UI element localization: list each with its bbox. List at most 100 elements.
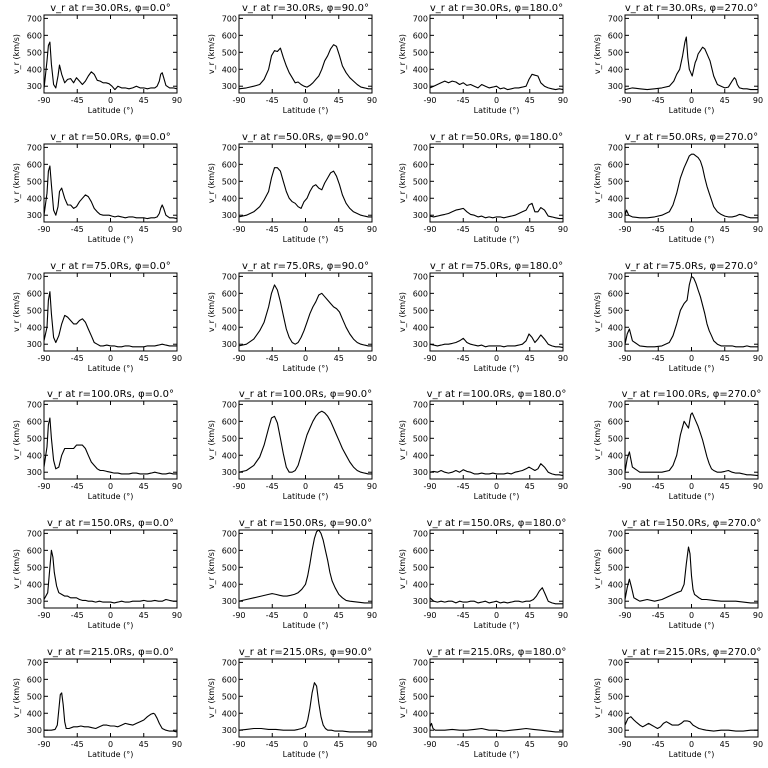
y-axis-label: v_r (km/s)	[398, 163, 407, 203]
x-tick-label: 0	[108, 482, 113, 491]
y-tick-label: 400	[413, 323, 428, 332]
y-tick-label: 300	[413, 468, 428, 477]
x-tick-label: 0	[108, 354, 113, 363]
x-tick-label: 0	[494, 354, 499, 363]
y-tick-label: 400	[222, 709, 237, 718]
y-tick-label: 700	[27, 529, 42, 538]
x-axis-label: Latitude (°)	[88, 235, 134, 244]
y-tick-label: 400	[222, 451, 237, 460]
x-tick-label: -90	[37, 354, 50, 363]
y-tick-label: 700	[27, 272, 42, 281]
y-tick-label: 500	[608, 177, 623, 186]
y-tick-label: 300	[608, 82, 623, 91]
plot-frame	[43, 658, 178, 738]
x-tick-label: -90	[232, 740, 245, 749]
y-tick-label: 500	[413, 434, 428, 443]
series-line	[429, 722, 563, 733]
plot-frame	[429, 143, 564, 223]
panel-5-2: v_r at r=215.0Rs, φ=180.0° 300 400 500 600 70…	[398, 647, 568, 759]
x-axis-label: Latitude (°)	[474, 750, 520, 759]
y-tick-label: 500	[222, 306, 237, 315]
x-tick-label: 90	[558, 96, 568, 105]
panel-title: v_r at r=100.0Rs, φ=180.0°	[427, 389, 567, 400]
x-tick-label: 0	[689, 354, 694, 363]
y-tick-label: 300	[27, 340, 42, 349]
x-tick-label: 0	[108, 611, 113, 620]
x-tick-label: 45	[720, 482, 730, 491]
y-axis-label: v_r (km/s)	[398, 292, 407, 332]
x-tick-label: 90	[172, 225, 182, 234]
x-tick-label: 90	[753, 482, 763, 491]
y-tick-label: 600	[608, 675, 623, 684]
panel-title: v_r at r=100.0Rs, φ=90.0°	[239, 389, 372, 400]
y-tick-label: 400	[27, 451, 42, 460]
series-line	[238, 529, 372, 604]
panel-0-1: v_r at r=30.0Rs, φ=90.0° 300 400 500 600 700 -…	[207, 3, 377, 115]
y-tick-label: 300	[413, 211, 428, 220]
y-tick-label: 300	[27, 211, 42, 220]
y-tick-label: 400	[608, 451, 623, 460]
series-line	[43, 41, 178, 91]
panel-title: v_r at r=215.0Rs, φ=270.0°	[622, 647, 762, 658]
x-tick-label: -90	[232, 482, 245, 491]
x-tick-label: 0	[689, 225, 694, 234]
y-tick-label: 500	[608, 434, 623, 443]
y-tick-label: 700	[413, 658, 428, 667]
x-axis-label: Latitude (°)	[474, 106, 520, 115]
y-tick-label: 600	[27, 160, 42, 169]
y-tick-label: 700	[222, 272, 237, 281]
y-tick-label: 600	[222, 417, 237, 426]
x-tick-label: 90	[367, 611, 377, 620]
x-tick-label: 45	[334, 354, 344, 363]
y-axis-label: v_r (km/s)	[207, 678, 216, 718]
x-tick-label: 45	[334, 96, 344, 105]
plot-frame	[624, 272, 759, 352]
series-line	[624, 546, 758, 604]
panel-title: v_r at r=215.0Rs, φ=0.0°	[47, 647, 174, 658]
x-tick-label: -90	[423, 354, 436, 363]
y-tick-label: 700	[27, 143, 42, 152]
x-tick-label: 45	[720, 740, 730, 749]
x-tick-label: 45	[720, 225, 730, 234]
x-tick-label: -90	[37, 96, 50, 105]
x-axis-label: Latitude (°)	[283, 750, 329, 759]
x-tick-label: 90	[753, 225, 763, 234]
panel-3-3: v_r at r=100.0Rs, φ=270.0° 300 400 500 600 70…	[593, 389, 763, 501]
panel-0-0: v_r at r=30.0Rs, φ=0.0° 300 400 500 600 700 -9…	[12, 3, 182, 115]
y-tick-label: 300	[222, 597, 237, 606]
x-axis-label: Latitude (°)	[88, 106, 134, 115]
y-tick-label: 600	[413, 160, 428, 169]
x-tick-label: 0	[303, 354, 308, 363]
series-line	[624, 412, 759, 477]
y-tick-label: 600	[222, 31, 237, 40]
y-tick-label: 600	[608, 417, 623, 426]
x-axis-label: Latitude (°)	[283, 106, 329, 115]
plot-frame	[429, 272, 564, 352]
panel-2-3: v_r at r=75.0Rs, φ=270.0° 300 400 500 600 700…	[593, 261, 763, 373]
x-axis-label: Latitude (°)	[283, 235, 329, 244]
y-tick-label: 500	[608, 306, 623, 315]
panel-5-0: v_r at r=215.0Rs, φ=0.0° 300 400 500 600 700 -…	[12, 647, 182, 759]
x-tick-label: 90	[753, 611, 763, 620]
series-line	[44, 692, 178, 733]
x-tick-label: 45	[139, 225, 149, 234]
y-tick-label: 600	[27, 546, 42, 555]
series-line	[429, 333, 564, 349]
x-tick-label: 45	[139, 482, 149, 491]
x-tick-label: 0	[494, 225, 499, 234]
panel-3-2: v_r at r=100.0Rs, φ=180.0° 300 400 500 600 70…	[398, 389, 568, 501]
x-tick-label: -90	[232, 225, 245, 234]
plot-frame	[624, 14, 759, 94]
x-axis-label: Latitude (°)	[669, 750, 715, 759]
y-tick-label: 500	[413, 48, 428, 57]
y-tick-label: 500	[222, 177, 237, 186]
panel-1-1: v_r at r=50.0Rs, φ=90.0° 300 400 500 600 700 -…	[207, 132, 377, 244]
x-axis-label: Latitude (°)	[88, 492, 134, 501]
panel-title: v_r at r=100.0Rs, φ=0.0°	[47, 389, 174, 400]
x-tick-label: 0	[303, 225, 308, 234]
y-tick-label: 400	[413, 451, 428, 460]
panel-title: v_r at r=150.0Rs, φ=270.0°	[622, 518, 762, 529]
y-tick-label: 500	[413, 306, 428, 315]
y-tick-label: 500	[222, 48, 237, 57]
x-tick-label: -45	[652, 740, 665, 749]
